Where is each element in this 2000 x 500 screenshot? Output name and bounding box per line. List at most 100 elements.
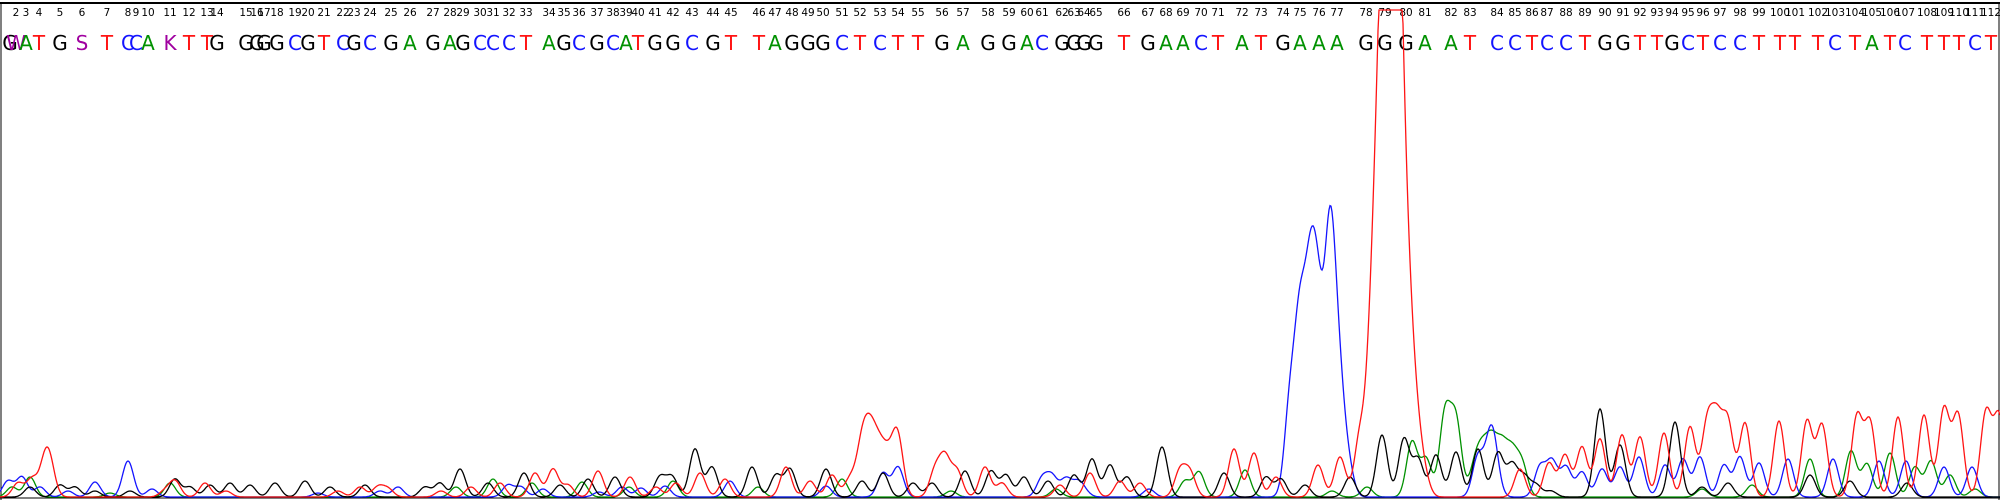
- base-call-C: C: [486, 31, 500, 55]
- trace-area: [0, 9, 2000, 498]
- position-label: 48: [785, 7, 798, 19]
- base-call-C: C: [1194, 31, 1208, 55]
- position-label: 71: [1211, 7, 1224, 19]
- base-call-T: T: [1984, 31, 1998, 55]
- position-label: 5: [57, 7, 64, 19]
- position-label: 66: [1117, 7, 1131, 19]
- base-call-A: A: [1293, 31, 1307, 55]
- position-label: 4: [36, 7, 43, 19]
- position-label: 59: [1002, 7, 1015, 19]
- base-call-A: A: [403, 31, 417, 55]
- base-call-C: C: [1540, 31, 1554, 55]
- position-label: 35: [557, 7, 570, 19]
- base-call-C: C: [873, 31, 887, 55]
- trace-T: [0, 9, 2000, 498]
- position-label: 13: [200, 7, 213, 19]
- base-call-T: T: [752, 31, 766, 55]
- base-call-G: G: [238, 31, 254, 55]
- base-call-G: G: [1088, 31, 1104, 55]
- position-label: 37: [590, 7, 603, 19]
- position-label: 46: [752, 7, 766, 19]
- base-call-G: G: [249, 31, 265, 55]
- base-call-C: C: [288, 31, 302, 55]
- position-label: 105: [1862, 7, 1882, 19]
- base-call-A: A: [443, 31, 457, 55]
- base-call-G: G: [1398, 31, 1414, 55]
- position-label: 76: [1312, 7, 1326, 19]
- position-label: 38: [606, 7, 619, 19]
- position-label: 108: [1917, 7, 1937, 19]
- position-label: 11: [163, 7, 176, 19]
- base-call-G: G: [1076, 31, 1092, 55]
- position-label: 55: [911, 7, 924, 19]
- position-label: 45: [724, 7, 737, 19]
- position-label: 34: [542, 7, 556, 19]
- base-call-T: T: [1525, 31, 1539, 55]
- base-call-G: G: [1615, 31, 1631, 55]
- position-label: 16: [250, 7, 264, 19]
- base-call-T: T: [1788, 31, 1802, 55]
- position-label: 32: [502, 7, 515, 19]
- position-label: 25: [384, 7, 397, 19]
- position-label: 52: [853, 7, 866, 19]
- position-label: 94: [1665, 7, 1679, 19]
- position-label: 97: [1713, 7, 1726, 19]
- base-call-A: A: [956, 31, 970, 55]
- base-call-C: C: [1968, 31, 1982, 55]
- base-call-T: T: [1811, 31, 1825, 55]
- position-label: 49: [801, 7, 814, 19]
- base-call-A: A: [19, 31, 33, 55]
- position-label: 7: [104, 7, 111, 19]
- base-call-A: A: [1865, 31, 1879, 55]
- position-label: 73: [1254, 7, 1267, 19]
- position-label: 60: [1020, 7, 1033, 19]
- base-call-C: C: [1508, 31, 1522, 55]
- position-label: 83: [1463, 7, 1476, 19]
- trace-A: [0, 399, 2000, 498]
- base-call-T: T: [1696, 31, 1710, 55]
- position-label: 26: [403, 7, 417, 19]
- position-label: 23: [347, 7, 360, 19]
- position-label: 86: [1525, 7, 1539, 19]
- position-label: 28: [443, 7, 456, 19]
- position-label: 36: [572, 7, 586, 19]
- position-label: 3: [23, 7, 30, 19]
- base-call-C: C: [835, 31, 849, 55]
- base-call-G: G: [2, 31, 18, 55]
- position-label: 82: [1444, 7, 1457, 19]
- position-label: 104: [1845, 7, 1865, 19]
- base-call-C: C: [121, 31, 135, 55]
- position-label: 78: [1359, 7, 1372, 19]
- position-label: 61: [1035, 7, 1048, 19]
- position-label: 91: [1616, 7, 1629, 19]
- base-call-T: T: [519, 31, 533, 55]
- position-label: 85: [1508, 7, 1521, 19]
- position-label: 72: [1235, 7, 1248, 19]
- base-call-C: C: [473, 31, 487, 55]
- position-label: 103: [1825, 7, 1845, 19]
- position-label: 81: [1418, 7, 1431, 19]
- position-label: 95: [1681, 7, 1694, 19]
- base-call-T: T: [1952, 31, 1966, 55]
- position-label: 21: [317, 7, 330, 19]
- position-label: 30: [473, 7, 486, 19]
- position-label: 47: [768, 7, 781, 19]
- base-call-T: T: [1773, 31, 1787, 55]
- position-label: 53: [873, 7, 886, 19]
- position-label: 19: [288, 7, 301, 19]
- base-call-A: A: [619, 31, 633, 55]
- base-call-C: C: [1713, 31, 1727, 55]
- base-call-G: G: [556, 31, 572, 55]
- position-label: 80: [1399, 7, 1412, 19]
- position-label: 64: [1077, 7, 1091, 19]
- base-call-T: T: [911, 31, 925, 55]
- base-call-K: K: [163, 31, 177, 55]
- position-label: 63: [1067, 7, 1080, 19]
- base-call-C: C: [1898, 31, 1912, 55]
- base-call-T: T: [317, 31, 331, 55]
- base-call-G: G: [455, 31, 471, 55]
- base-call-G: G: [1054, 31, 1070, 55]
- base-call-T: T: [1578, 31, 1592, 55]
- position-label: 100: [1770, 7, 1790, 19]
- position-label: 57: [956, 7, 969, 19]
